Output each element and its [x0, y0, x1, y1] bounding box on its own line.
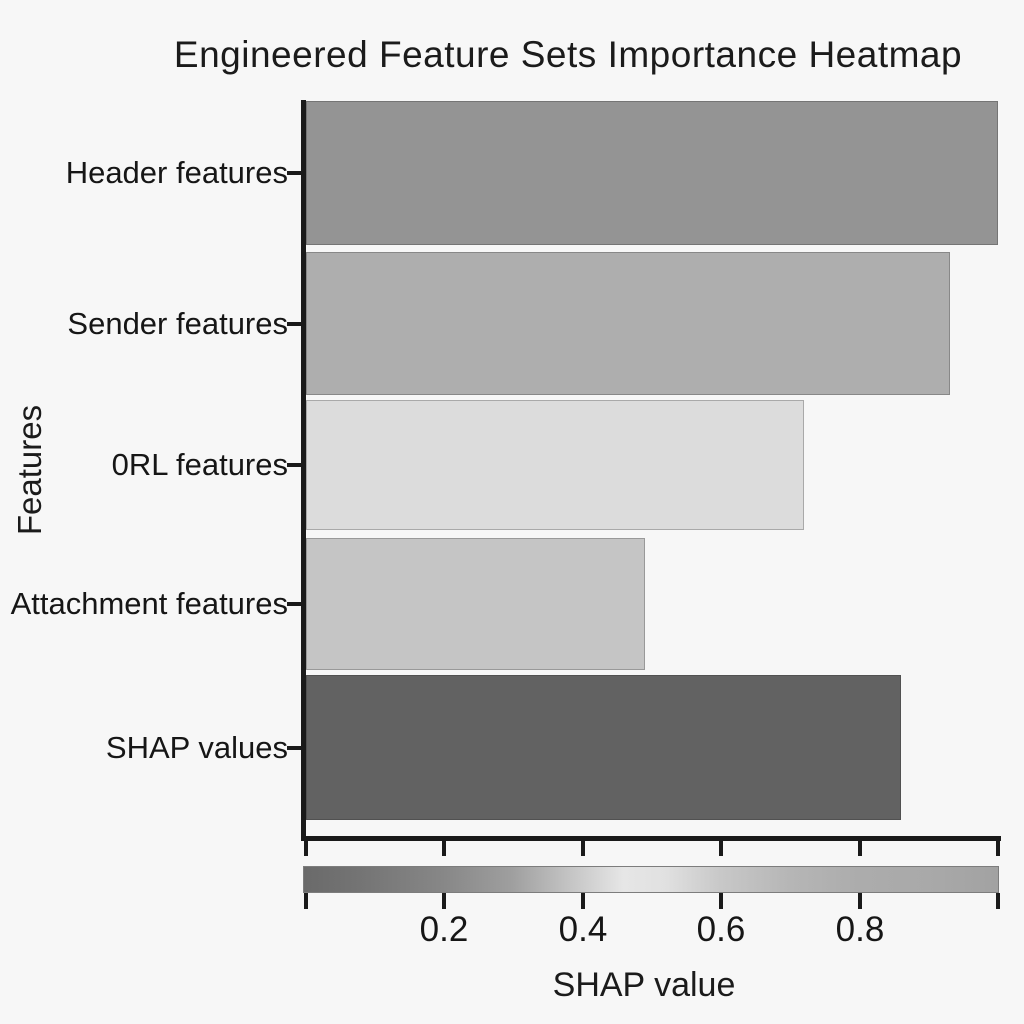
- y-tick-3: [287, 602, 301, 606]
- x-tick-label-0.4: 0.4: [558, 910, 608, 949]
- bar-4: [306, 675, 901, 820]
- x-tick-0.8: [858, 841, 862, 856]
- bar-1: [306, 252, 950, 395]
- x-tick-label-0.6: 0.6: [696, 910, 746, 949]
- colorbar-tick-0.8: [858, 893, 862, 909]
- x-tick-label-0.2: 0.2: [419, 910, 469, 949]
- y-axis-spine: [301, 100, 306, 841]
- colorbar-tick-0.4: [581, 893, 585, 909]
- y-tick-0: [287, 171, 301, 175]
- y-tick-label-2: 0RL features: [111, 447, 288, 482]
- y-tick-label-3: Attachment features: [10, 586, 288, 621]
- colorbar-tick-1: [996, 893, 1000, 909]
- x-tick-1: [996, 841, 1000, 856]
- x-axis-title: SHAP value: [552, 966, 736, 1004]
- bar-2: [306, 400, 804, 530]
- shap-colorbar: [303, 866, 999, 893]
- y-tick-1: [287, 322, 301, 326]
- x-tick-0: [304, 841, 308, 856]
- y-tick-2: [287, 463, 301, 467]
- x-axis-spine: [301, 836, 1001, 841]
- x-tick-0.6: [719, 841, 723, 856]
- x-tick-label-0.8: 0.8: [835, 910, 885, 949]
- bar-3: [306, 538, 645, 670]
- y-axis-title: Features: [11, 404, 48, 536]
- x-tick-0.2: [442, 841, 446, 856]
- colorbar-tick-0: [304, 893, 308, 909]
- chart-title: Engineered Feature Sets Importance Heatm…: [173, 34, 963, 75]
- colorbar-tick-0.2: [442, 893, 446, 909]
- y-tick-label-1: Sender features: [67, 306, 288, 341]
- colorbar-tick-0.6: [719, 893, 723, 909]
- x-tick-0.4: [581, 841, 585, 856]
- bar-0: [306, 101, 998, 245]
- y-tick-4: [287, 746, 301, 750]
- y-tick-label-0: Header features: [65, 155, 288, 190]
- y-tick-label-4: SHAP values: [105, 730, 288, 765]
